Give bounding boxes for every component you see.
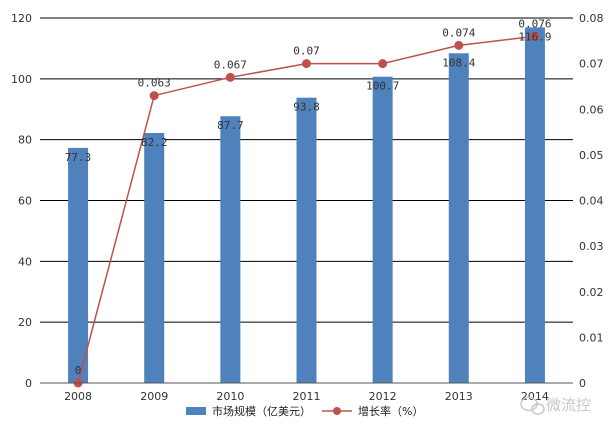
- x-tick-label: 2010: [216, 390, 244, 403]
- bar: [448, 53, 469, 384]
- y-tick-label-right: 0.04: [579, 195, 604, 208]
- y-tick-label-right: 0: [579, 377, 586, 390]
- x-tick-label: 2008: [64, 390, 92, 403]
- y-tick-label-left: 60: [18, 195, 32, 208]
- y-tick-label-right: 0.06: [579, 103, 604, 116]
- y-tick-label-left: 40: [18, 255, 32, 268]
- x-tick-label: 2013: [445, 390, 473, 403]
- bar-value-label: 87.7: [217, 119, 244, 132]
- line-value-label: 0.074: [442, 26, 475, 39]
- line-point: [454, 40, 464, 50]
- legend-swatch-bar: [186, 407, 206, 415]
- y-tick-label-right: 0.07: [579, 58, 604, 71]
- bar-value-label: 77.3: [65, 151, 92, 164]
- bar: [220, 116, 241, 383]
- legend-label-bar: 市场规模（亿美元）: [212, 404, 311, 418]
- y-tick-label-right: 0.05: [579, 149, 604, 162]
- y-tick-label-right: 0.08: [579, 12, 604, 25]
- line-point: [225, 72, 235, 82]
- x-tick-label: 2014: [521, 390, 549, 403]
- x-tick-label: 2009: [140, 390, 168, 403]
- bar: [372, 76, 393, 384]
- x-tick-label: 2011: [293, 390, 321, 403]
- y-tick-label-right: 0.01: [579, 331, 604, 344]
- legend-label-line: 增长率（%）: [358, 404, 423, 418]
- y-tick-label-left: 20: [18, 316, 32, 329]
- y-tick-label-right: 0.02: [579, 286, 604, 299]
- bar: [296, 97, 317, 384]
- y-tick-label-right: 0.03: [579, 240, 604, 253]
- line-point: [378, 59, 388, 69]
- watermark-text: 微流控: [546, 396, 591, 414]
- line-series: [73, 31, 540, 388]
- line-value-label: 0: [75, 364, 82, 377]
- data-labels: 77.3 82.2 87.7 93.8 100.7 108.4 116.9 0 0.063 0.0…: [65, 17, 552, 377]
- line-point: [302, 59, 311, 69]
- bar: [68, 147, 89, 383]
- bar-series: [68, 27, 545, 384]
- line-value-label: 0.07: [293, 45, 320, 58]
- y-tick-label-left: 0: [25, 377, 32, 390]
- bar: [144, 132, 165, 383]
- y-tick-label-left: 100: [11, 73, 32, 86]
- line-value-label: 0.063: [138, 77, 171, 90]
- y-tick-label-left: 80: [18, 134, 32, 147]
- line-point: [530, 31, 540, 41]
- legend-swatch-line-marker: [333, 407, 341, 415]
- bar-value-label: 82.2: [141, 136, 168, 149]
- wechat-bubble-icon: [520, 396, 545, 415]
- bar: [524, 27, 545, 383]
- bar-value-label: 116.9: [518, 30, 551, 43]
- bar-value-label: 93.8: [293, 101, 320, 114]
- y-tick-label-left: 120: [11, 12, 32, 25]
- bar-value-label: 100.7: [366, 80, 399, 93]
- line-value-label: 0.067: [214, 58, 247, 71]
- x-tick-label: 2012: [369, 390, 397, 403]
- watermark: 微流控: [520, 396, 591, 415]
- bar-value-label: 108.4: [442, 56, 475, 69]
- line-point: [149, 91, 159, 101]
- line-value-label: 0.076: [518, 17, 551, 30]
- axes: 0 20 40 60 80 100 120 0 0.01 0.02 0.03 0.04 0.05 0.06…: [11, 12, 604, 403]
- legend: 市场规模（亿美元） 增长率（%）: [186, 404, 423, 418]
